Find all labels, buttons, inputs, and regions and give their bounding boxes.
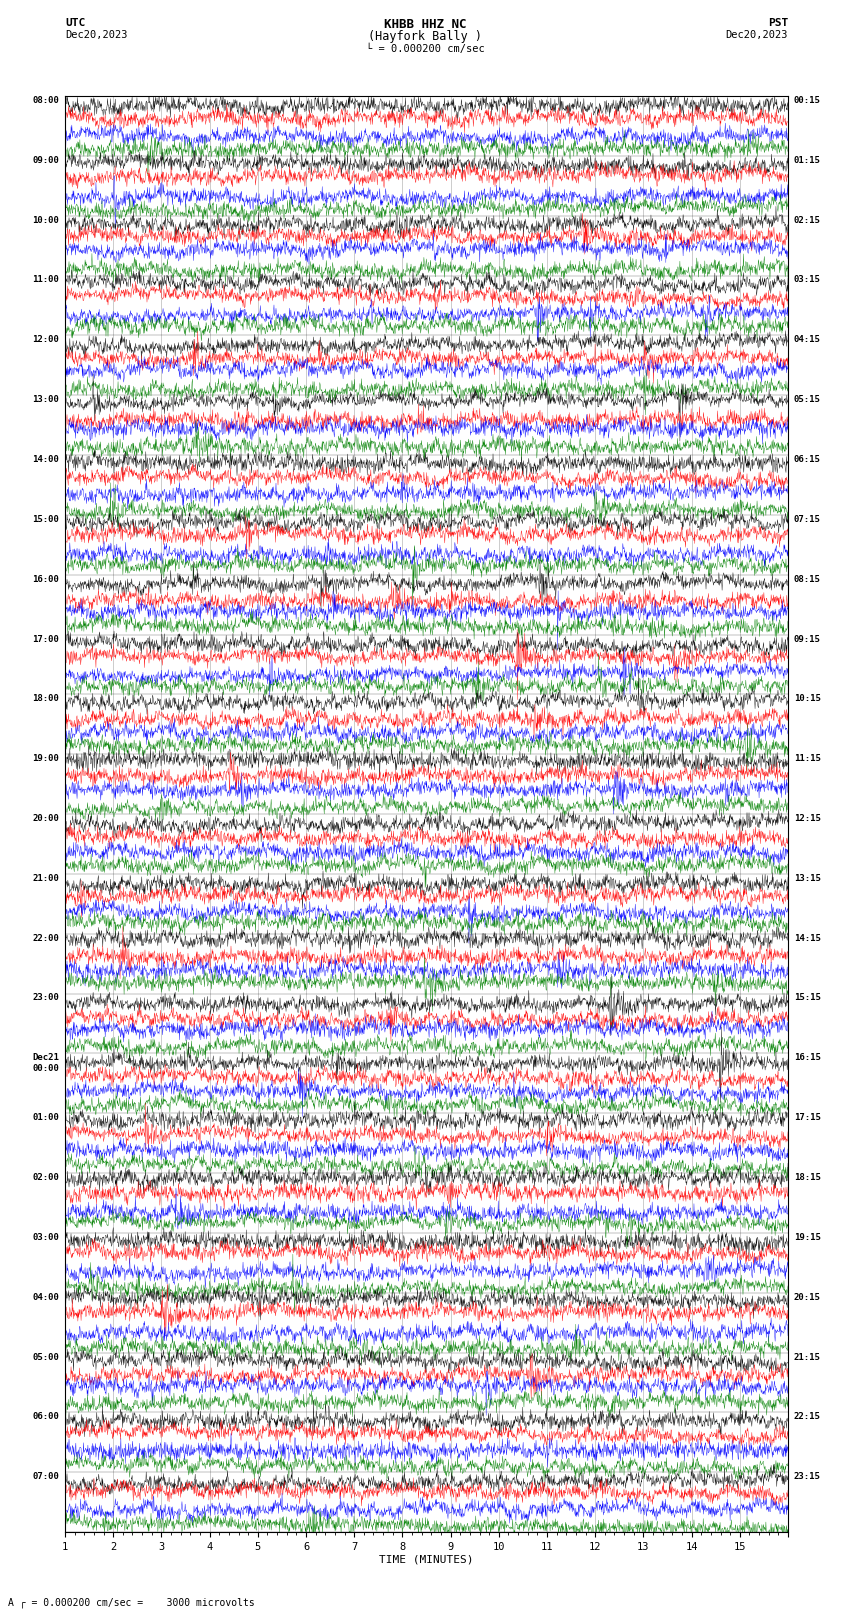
Text: 16:00: 16:00 (32, 574, 60, 584)
Text: 00:15: 00:15 (794, 97, 820, 105)
Text: 17:15: 17:15 (794, 1113, 820, 1123)
Text: 06:00: 06:00 (32, 1413, 60, 1421)
Text: 01:15: 01:15 (794, 156, 820, 165)
Text: 03:15: 03:15 (794, 276, 820, 284)
Text: 08:15: 08:15 (794, 574, 820, 584)
Text: 21:15: 21:15 (794, 1352, 820, 1361)
Text: 05:15: 05:15 (794, 395, 820, 405)
Text: 19:15: 19:15 (794, 1232, 820, 1242)
Text: 14:00: 14:00 (32, 455, 60, 465)
Text: 08:00: 08:00 (32, 97, 60, 105)
Text: Dec20,2023: Dec20,2023 (65, 31, 128, 40)
Text: 06:15: 06:15 (794, 455, 820, 465)
Text: 15:00: 15:00 (32, 515, 60, 524)
Text: 09:00: 09:00 (32, 156, 60, 165)
Text: 05:00: 05:00 (32, 1352, 60, 1361)
Text: 13:15: 13:15 (794, 874, 820, 882)
Text: 09:15: 09:15 (794, 634, 820, 644)
Text: 12:00: 12:00 (32, 336, 60, 344)
Text: 22:00: 22:00 (32, 934, 60, 942)
Text: 17:00: 17:00 (32, 634, 60, 644)
Text: 10:15: 10:15 (794, 694, 820, 703)
Text: 20:00: 20:00 (32, 815, 60, 823)
Text: 02:00: 02:00 (32, 1173, 60, 1182)
Text: PST: PST (768, 18, 788, 27)
Text: 15:15: 15:15 (794, 994, 820, 1003)
Text: 04:15: 04:15 (794, 336, 820, 344)
Text: 11:15: 11:15 (794, 755, 820, 763)
Text: 19:00: 19:00 (32, 755, 60, 763)
Text: 03:00: 03:00 (32, 1232, 60, 1242)
Text: (Hayfork Bally ): (Hayfork Bally ) (368, 31, 482, 44)
Text: 22:15: 22:15 (794, 1413, 820, 1421)
Text: Dec20,2023: Dec20,2023 (726, 31, 788, 40)
Text: 21:00: 21:00 (32, 874, 60, 882)
Text: 04:00: 04:00 (32, 1292, 60, 1302)
Text: 12:15: 12:15 (794, 815, 820, 823)
Text: 23:15: 23:15 (794, 1473, 820, 1481)
Text: 01:00: 01:00 (32, 1113, 60, 1123)
Text: KHBB HHZ NC: KHBB HHZ NC (383, 18, 467, 31)
Text: 10:00: 10:00 (32, 216, 60, 224)
Text: 13:00: 13:00 (32, 395, 60, 405)
Text: 11:00: 11:00 (32, 276, 60, 284)
Text: Dec21
00:00: Dec21 00:00 (32, 1053, 60, 1073)
Text: 07:00: 07:00 (32, 1473, 60, 1481)
Text: 07:15: 07:15 (794, 515, 820, 524)
Text: 18:15: 18:15 (794, 1173, 820, 1182)
Text: 20:15: 20:15 (794, 1292, 820, 1302)
Text: A ┌ = 0.000200 cm/sec =    3000 microvolts: A ┌ = 0.000200 cm/sec = 3000 microvolts (8, 1598, 255, 1608)
Text: 16:15: 16:15 (794, 1053, 820, 1063)
X-axis label: TIME (MINUTES): TIME (MINUTES) (379, 1555, 473, 1565)
Text: 23:00: 23:00 (32, 994, 60, 1003)
Text: 02:15: 02:15 (794, 216, 820, 224)
Text: 14:15: 14:15 (794, 934, 820, 942)
Text: UTC: UTC (65, 18, 85, 27)
Text: └ = 0.000200 cm/sec: └ = 0.000200 cm/sec (366, 44, 484, 55)
Text: 18:00: 18:00 (32, 694, 60, 703)
